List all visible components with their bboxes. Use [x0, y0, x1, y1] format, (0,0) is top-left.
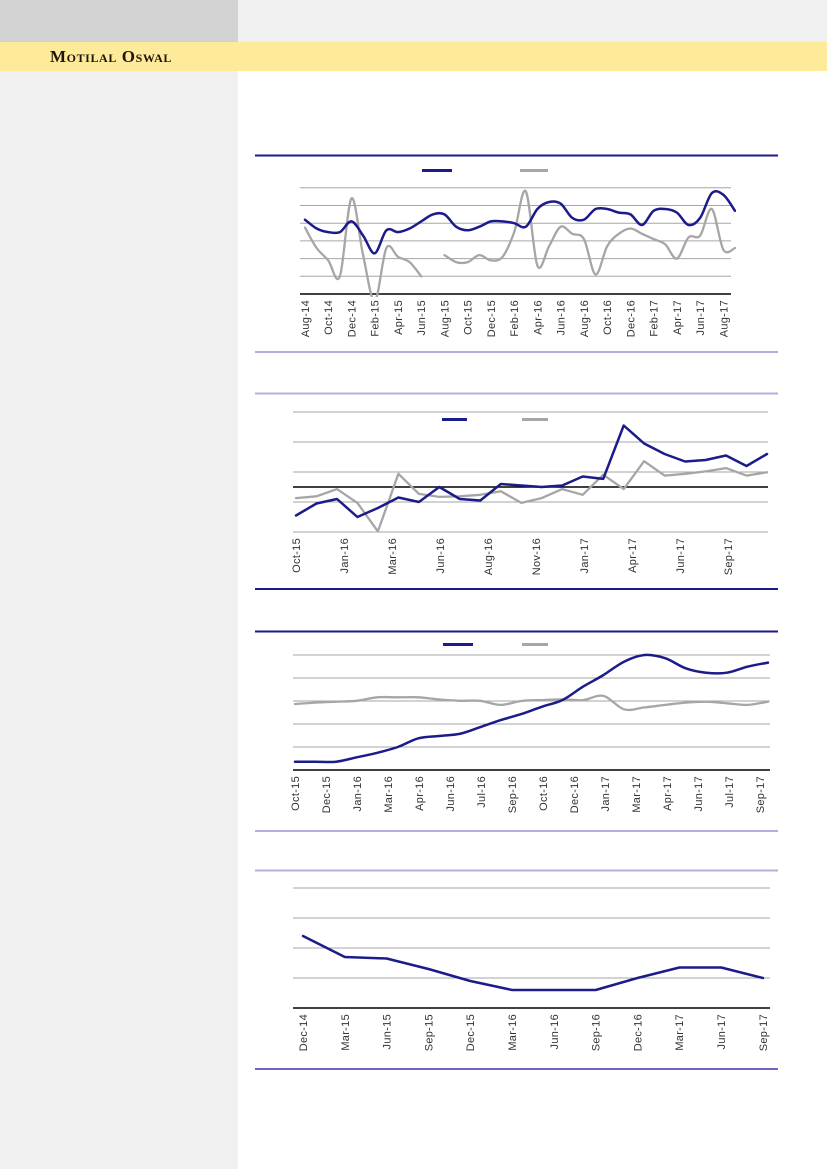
- x-axis-label: Mar-16: [387, 538, 399, 575]
- x-axis-label: Oct-16: [538, 776, 550, 811]
- chart-1-canvas: Aug-14 Oct-14 Dec-14 Feb-15 Apr-15 Jun-15 Aug-…: [255, 154, 778, 353]
- x-axis-label: Sep-15: [423, 1014, 435, 1051]
- x-axis-label: Apr-16: [532, 300, 544, 335]
- x-axis-label: Apr-15: [393, 300, 405, 335]
- x-axis-label: Mar-15: [340, 1014, 352, 1051]
- x-axis-label: Oct-15: [291, 538, 303, 573]
- x-axis-label: Jun-16: [445, 776, 457, 811]
- x-axis-label: Mar-16: [507, 1014, 519, 1051]
- x-axis-label: Mar-17: [674, 1014, 686, 1051]
- x-axis-label: Dec-14: [298, 1014, 310, 1051]
- x-axis-label: Aug-16: [483, 538, 495, 575]
- legend-swatch-gray: [520, 169, 548, 172]
- x-axis-label: Jan-16: [339, 538, 351, 573]
- x-axis-label: Aug-16: [579, 300, 591, 337]
- header-gray-block: [0, 0, 238, 42]
- x-axis-label: Feb-16: [509, 300, 521, 337]
- x-axis-label: Apr-16: [414, 776, 426, 811]
- x-axis-label: Sep-17: [758, 1014, 770, 1051]
- sidebar-panel: [0, 71, 238, 1169]
- series-line-navy: [301, 934, 765, 992]
- x-axis-label: Mar-16: [383, 776, 395, 813]
- x-axis-label: Sep-17: [723, 538, 735, 575]
- x-axis-label: Dec-15: [486, 300, 498, 337]
- x-axis-label: Aug-17: [718, 300, 730, 337]
- x-axis-label: Jun-16: [549, 1014, 561, 1049]
- header-light-block: [238, 0, 827, 42]
- x-axis-label: Jun-16: [556, 300, 568, 335]
- legend-swatch-gray: [522, 643, 548, 646]
- legend-swatch-navy: [442, 418, 467, 421]
- x-axis-label: Sep-17: [755, 776, 767, 813]
- x-axis-label: Apr-17: [662, 776, 674, 811]
- chart-2-canvas: Oct-15 Jan-16 Mar-16 Jun-16 Aug-16 Nov-16 Jan-…: [255, 392, 778, 590]
- x-axis-label: Dec-15: [321, 776, 333, 813]
- brand-band: Motilal Oswal: [0, 42, 827, 71]
- legend-swatch-navy: [422, 169, 452, 172]
- x-axis-label: Dec-16: [569, 776, 581, 813]
- x-axis-label: Mar-17: [631, 776, 643, 813]
- x-axis-label: Oct-15: [463, 300, 475, 335]
- x-axis-label: Jun-17: [693, 776, 705, 811]
- series-line-navy: [293, 653, 770, 764]
- x-axis-label: Jan-17: [579, 538, 591, 573]
- chart-4-canvas: Dec-14 Mar-15 Jun-15 Sep-15 Dec-15 Mar-16 Jun-…: [255, 869, 778, 1070]
- x-axis-label: Dec-14: [346, 300, 358, 337]
- x-axis-label: Dec-16: [632, 1014, 644, 1051]
- chart-3-canvas: Oct-15 Dec-15 Jan-16 Mar-16 Apr-16 Jun-16 Jul-…: [255, 630, 778, 832]
- x-axis-label: Jan-17: [600, 776, 612, 811]
- x-axis-label: Apr-17: [672, 300, 684, 335]
- x-axis-label: Aug-15: [439, 300, 451, 337]
- series-line-gray: [303, 197, 423, 297]
- x-axis-label: Jan-16: [352, 776, 364, 811]
- x-axis-label: Sep-16: [591, 1014, 603, 1051]
- series-line-navy: [303, 189, 736, 255]
- x-axis-label: Jun-17: [695, 300, 707, 335]
- x-axis-label: Apr-17: [627, 538, 639, 573]
- brand-logo-text: Motilal Oswal: [50, 47, 173, 66]
- x-axis-label: Dec-15: [465, 1014, 477, 1051]
- x-axis-label: Feb-17: [649, 300, 661, 337]
- x-axis-label: Sep-16: [507, 776, 519, 813]
- x-axis-label: Dec-16: [625, 300, 637, 337]
- x-axis-label: Jul-17: [724, 776, 736, 808]
- legend-swatch-navy: [443, 643, 473, 646]
- series-line-gray: [443, 189, 736, 276]
- x-axis-label: Feb-15: [370, 300, 382, 337]
- x-axis-label: Jul-16: [476, 776, 488, 808]
- x-axis-label: Aug-14: [300, 300, 312, 337]
- legend-swatch-gray: [522, 418, 548, 421]
- x-axis-label: Oct-14: [323, 300, 335, 335]
- x-axis-label: Nov-16: [531, 538, 543, 575]
- x-axis-label: Jun-16: [435, 538, 447, 573]
- series-line-gray: [294, 460, 769, 533]
- series-line-navy: [294, 424, 769, 519]
- x-axis-label: Jun-15: [416, 300, 428, 335]
- x-axis-label: Oct-16: [602, 300, 614, 335]
- x-axis-label: Jun-17: [716, 1014, 728, 1049]
- x-axis-label: Oct-15: [290, 776, 302, 811]
- x-axis-label: Jun-15: [382, 1014, 394, 1049]
- series-line-gray: [293, 694, 770, 712]
- x-axis-label: Jun-17: [675, 538, 687, 573]
